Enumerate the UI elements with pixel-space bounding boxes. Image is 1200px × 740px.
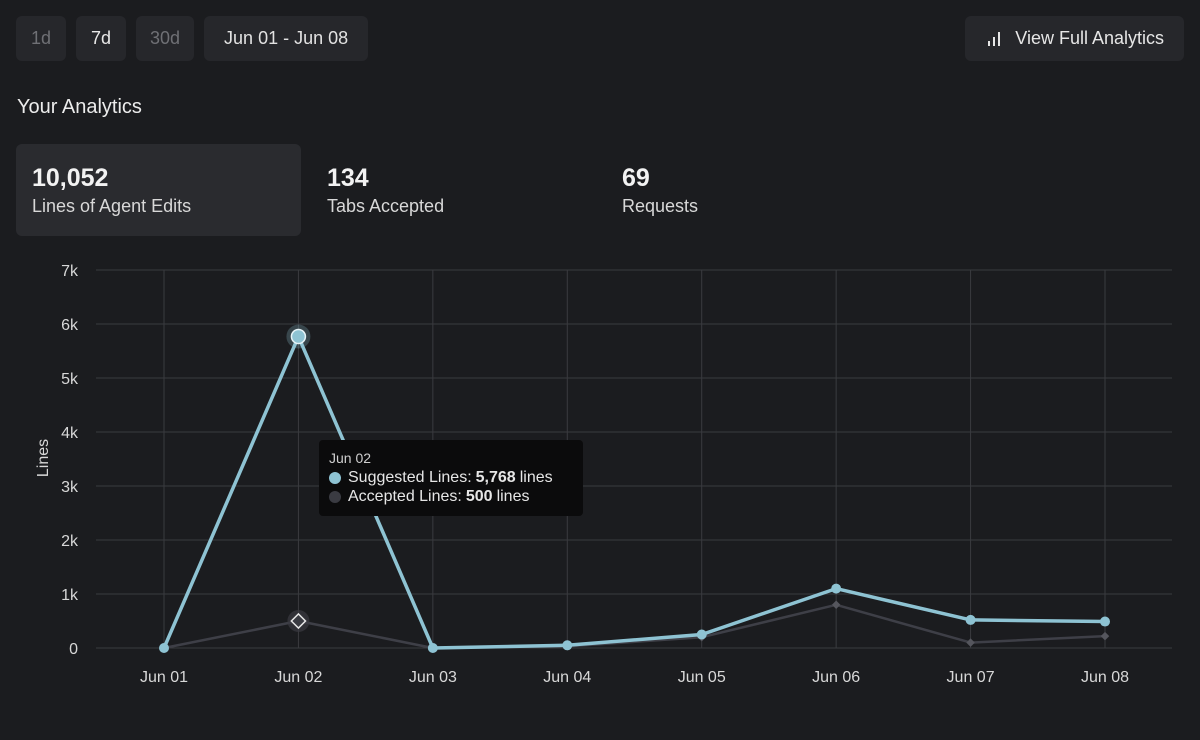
x-tick-label: Jun 02: [274, 669, 322, 686]
stat-label: Lines of Agent Edits: [32, 196, 192, 216]
stat-value: 69: [622, 164, 650, 192]
chart-grid: [96, 269, 1172, 649]
y-tick-label: 6k: [61, 317, 79, 334]
bar-chart-icon: [988, 31, 1001, 46]
tooltip-row-suggested: Suggested Lines: 5,768 lines: [329, 468, 573, 487]
tooltip-accepted-value: 500: [465, 488, 493, 505]
suggested-data-point: [562, 640, 573, 651]
range-30d-button[interactable]: 30d: [136, 16, 195, 61]
stat-label: Tabs Accepted: [327, 196, 445, 216]
y-axis-label: Lines: [35, 439, 52, 477]
tooltip-suggested-label: Suggested Lines:: [348, 469, 472, 486]
x-tick-label: Jun 04: [543, 669, 591, 686]
x-axis-ticks: Jun 01 Jun 02 Jun 03 Jun 04 Jun 05 Jun 06 Jun …: [140, 669, 1129, 686]
suggested-data-point: [159, 643, 169, 653]
page-title: Your Analytics: [17, 96, 142, 118]
chart-tooltip: Jun 02 Suggested Lines: 5,768 lines Acce…: [319, 440, 583, 516]
suggested-data-point: [427, 643, 438, 653]
tooltip-date: Jun 02: [329, 450, 372, 466]
y-tick-label: 5k: [61, 371, 79, 388]
accepted-data-point: [290, 612, 307, 630]
tooltip-unit: lines: [519, 469, 553, 486]
y-tick-label: 2k: [61, 533, 79, 550]
tooltip-suggested-value: 5,768: [475, 469, 516, 486]
y-tick-label: 4k: [61, 425, 79, 442]
date-range-picker[interactable]: Jun 01 - Jun 08: [204, 16, 369, 61]
chart-series: [159, 324, 1110, 653]
stats-row: 10,052 Lines of Agent Edits 134 Tabs Acc…: [16, 144, 901, 236]
x-tick-label: Jun 07: [947, 669, 995, 686]
suggested-legend-dot: [329, 471, 341, 484]
stat-card-requests[interactable]: 69 Requests: [606, 144, 891, 236]
x-tick-label: Jun 03: [409, 669, 457, 686]
view-full-analytics-label: View Full Analytics: [1015, 28, 1164, 48]
line-chart: 0 1k 2k 3k 4k 5k 6k 7k Jun 01 Jun 02 Jun 03 Jun 04…: [35, 263, 1172, 686]
stat-card-tabs-accepted[interactable]: 134 Tabs Accepted: [311, 144, 596, 236]
y-tick-label: 7k: [61, 263, 79, 280]
range-1d-button[interactable]: 1d: [16, 16, 66, 61]
y-tick-label: 3k: [61, 479, 79, 496]
x-tick-label: Jun 01: [140, 669, 188, 686]
y-tick-label: 1k: [61, 587, 79, 604]
range-toolbar: 1d 7d 30d Jun 01 - Jun 08: [16, 16, 369, 61]
suggested-data-point: [965, 614, 976, 625]
x-tick-label: Jun 05: [678, 669, 726, 686]
x-tick-label: Jun 08: [1081, 669, 1129, 686]
y-axis-ticks: 0 1k 2k 3k 4k 5k 6k 7k: [61, 263, 79, 658]
y-tick-label: 0: [69, 641, 78, 658]
suggested-data-point: [831, 583, 842, 594]
suggested-data-point: [696, 629, 707, 640]
tooltip-unit: lines: [496, 488, 530, 505]
stat-card-agent-edits[interactable]: 10,052 Lines of Agent Edits: [16, 144, 301, 236]
suggested-data-point: [1100, 616, 1110, 627]
range-7d-button[interactable]: 7d: [76, 16, 126, 61]
tooltip-row-accepted: Accepted Lines: 500 lines: [329, 487, 573, 506]
suggested-data-point: [290, 328, 307, 345]
accepted-data-point: [966, 638, 975, 647]
view-full-analytics-button[interactable]: View Full Analytics: [965, 16, 1184, 61]
stat-label: Requests: [622, 196, 699, 216]
accepted-legend-dot: [329, 490, 341, 503]
suggested-lines-series: [162, 334, 1107, 650]
accepted-lines-series: [162, 603, 1107, 650]
stat-value: 10,052: [32, 164, 109, 192]
stat-value: 134: [327, 164, 369, 192]
accepted-data-point: [1100, 631, 1110, 641]
x-tick-label: Jun 06: [812, 669, 860, 686]
tooltip-accepted-label: Accepted Lines:: [348, 488, 462, 505]
accepted-data-point: [831, 600, 841, 610]
